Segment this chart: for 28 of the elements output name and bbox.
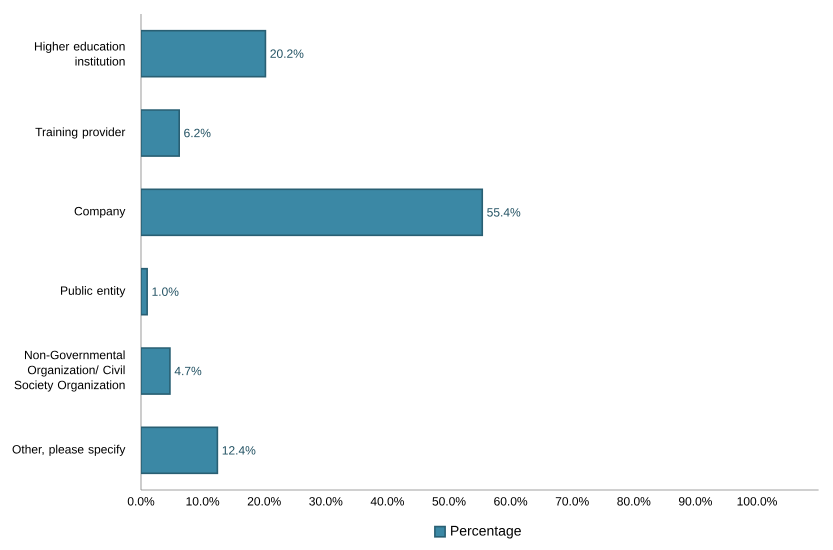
y-tick-label: Training provider: [35, 127, 126, 139]
text: 55.4%: [487, 208, 520, 217]
x-tick-label: 50.0%: [432, 497, 466, 506]
text: 20.2%: [270, 49, 304, 58]
text: 1.0%: [152, 287, 178, 296]
text: 6.2%: [184, 128, 211, 138]
x-tick-label: 10.0%: [186, 497, 220, 506]
x-tick-label: 30.0%: [309, 497, 342, 506]
x-tick-label: 80.0%: [617, 497, 650, 506]
legend-label: Percentage: [451, 526, 521, 538]
y-tick-label: Other, please specify: [12, 444, 126, 456]
x-tick-label: 40.0%: [370, 497, 404, 506]
bar: [140, 188, 484, 236]
x-tick-label: 0.0%: [128, 497, 154, 506]
bar: [140, 30, 266, 78]
y-tick-label: Non-Governmental Organization/ Civil Society Organization: [14, 350, 125, 392]
text: 4.7%: [174, 366, 202, 376]
bar: [140, 426, 218, 474]
x-tick-label: 90.0%: [678, 497, 712, 506]
x-tick-label: 20.0%: [248, 497, 281, 506]
x-tick-label: 100.0%: [738, 497, 777, 506]
y-tick-label: Higher education institution: [34, 42, 125, 66]
y-tick-label: Public entity: [61, 286, 126, 298]
x-tick-label: 60.0%: [494, 497, 528, 506]
bar: [140, 109, 180, 157]
text: 12.4%: [222, 446, 256, 455]
y-tick-label: Company: [74, 206, 126, 218]
x-tick-label: 70.0%: [556, 497, 589, 506]
